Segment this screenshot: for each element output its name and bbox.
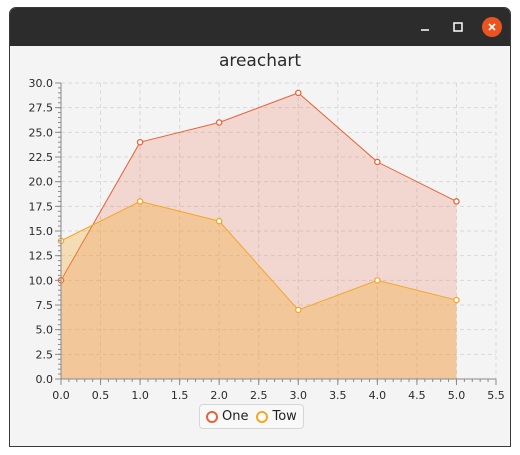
data-point-one (137, 140, 142, 145)
legend-item-tow: Tow (256, 409, 296, 424)
legend-label: One (222, 409, 248, 424)
y-tick-label: 22.5 (29, 151, 54, 164)
y-tick-label: 27.5 (29, 102, 54, 115)
data-point-tow (217, 219, 222, 224)
legend-symbol-icon (206, 411, 218, 423)
y-tick-label: 25.0 (29, 126, 54, 139)
data-point-tow (375, 278, 380, 283)
y-tick-label: 12.5 (29, 250, 54, 263)
y-tick-label: 7.5 (36, 299, 54, 312)
y-tick-label: 2.5 (36, 348, 54, 361)
data-point-one (217, 120, 222, 125)
data-point-one (296, 90, 301, 95)
y-tick-label: 0.0 (36, 373, 54, 386)
legend-symbol-icon (256, 411, 268, 423)
data-point-one (454, 199, 459, 204)
chart-legend: One Tow (199, 404, 304, 429)
x-tick-label: 2.5 (250, 389, 268, 402)
y-tick-label: 17.5 (29, 200, 54, 213)
y-tick-label: 30.0 (29, 77, 54, 90)
data-point-tow (296, 307, 301, 312)
data-point-tow (137, 199, 142, 204)
x-tick-label: 0.0 (52, 389, 70, 402)
y-tick-label: 5.0 (36, 324, 54, 337)
y-tick-label: 15.0 (29, 225, 54, 238)
x-tick-label: 0.5 (92, 389, 110, 402)
data-point-tow (454, 297, 459, 302)
x-tick-label: 1.0 (131, 389, 149, 402)
y-tick-label: 20.0 (29, 176, 54, 189)
x-tick-label: 4.0 (369, 389, 387, 402)
data-point-one (375, 159, 380, 164)
y-tick-label: 10.0 (29, 274, 54, 287)
x-tick-label: 5.5 (487, 389, 505, 402)
legend-item-one: One (206, 409, 248, 424)
x-tick-label: 1.5 (171, 389, 189, 402)
legend-label: Tow (272, 409, 296, 424)
x-tick-label: 3.5 (329, 389, 347, 402)
x-tick-label: 3.0 (290, 389, 308, 402)
x-tick-label: 5.0 (448, 389, 466, 402)
x-tick-label: 2.0 (210, 389, 228, 402)
x-tick-label: 4.5 (408, 389, 426, 402)
